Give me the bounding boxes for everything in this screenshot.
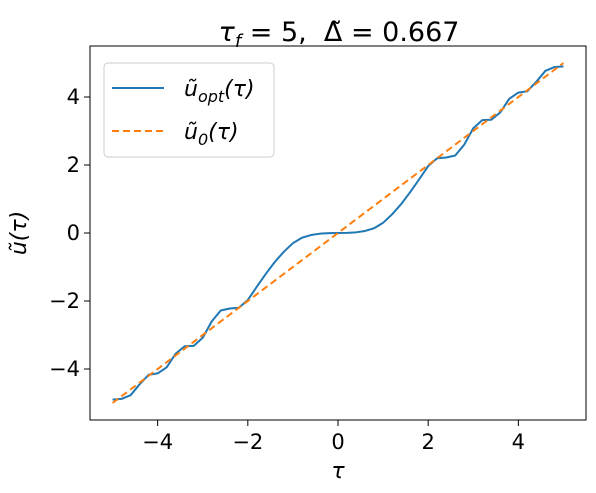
series-line-u-0 (111, 62, 565, 404)
y-axis-ticks: −4 −2 0 2 4 (49, 85, 90, 381)
legend-u-opt-arg: (τ) (224, 77, 254, 102)
legend: ũopt(τ) ũ0(τ) (103, 62, 275, 158)
title-equals-2: = 0.667 (342, 17, 459, 48)
y-tick-label: 2 (67, 153, 80, 177)
x-tick-label: −2 (232, 430, 263, 454)
title-tau-subscript: f (235, 31, 244, 52)
legend-label-u-opt: ũopt(τ) (184, 77, 255, 106)
title-equals-1: = 5, (241, 17, 324, 48)
title-delta: Δ̃ (324, 17, 343, 48)
x-tick-label: 2 (421, 430, 434, 454)
legend-box (103, 62, 275, 158)
series-layer (111, 62, 565, 404)
y-tick-label: −2 (49, 289, 80, 313)
x-tick-label: 4 (512, 430, 525, 454)
legend-u-0-arg: (τ) (208, 120, 238, 145)
legend-label-u-0: ũ0(τ) (184, 120, 239, 149)
title-tau: τ (219, 17, 236, 48)
chart-title: τf = 5, Δ̃ = 0.667 (219, 17, 460, 52)
y-tick-label: 0 (67, 221, 80, 245)
x-axis-label: τ (331, 459, 345, 484)
x-tick-label: 0 (331, 430, 344, 454)
y-axis-label: ũ(τ) (7, 211, 32, 255)
y-tick-label: −4 (49, 357, 80, 381)
y-tick-label: 4 (67, 85, 80, 109)
legend-u-opt-base: ũ (184, 77, 198, 102)
x-tick-label: −4 (142, 430, 173, 454)
legend-u-opt-sub: opt (198, 87, 225, 106)
legend-u-0-base: ũ (184, 120, 198, 145)
x-axis-ticks: −4 −2 0 2 4 (142, 420, 525, 454)
legend-u-0-sub: 0 (198, 130, 208, 149)
